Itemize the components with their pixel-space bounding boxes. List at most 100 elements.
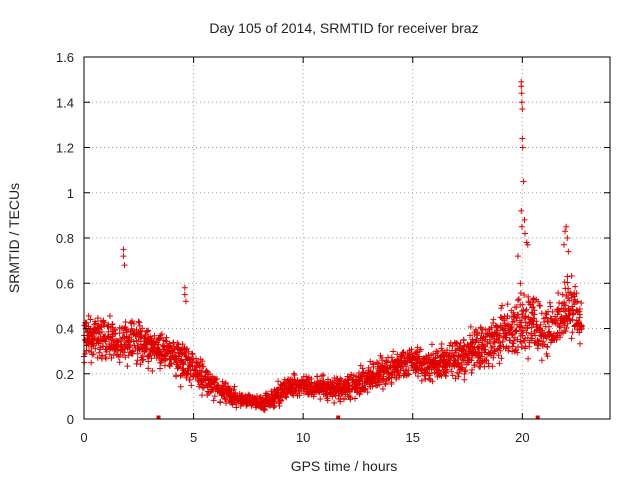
data-point [545, 323, 552, 330]
data-point [578, 300, 585, 307]
data-point [437, 371, 444, 378]
data-point [523, 306, 530, 313]
data-point [206, 381, 213, 387]
data-point [569, 316, 576, 323]
data-point [106, 351, 113, 358]
data-point [509, 318, 516, 325]
data-point [544, 344, 551, 351]
data-point [564, 279, 571, 286]
y-tick-label: 1.4 [56, 95, 74, 110]
data-point [311, 391, 318, 398]
data-point [549, 336, 556, 343]
data-point [188, 382, 195, 389]
data-point [461, 370, 468, 377]
data-point [257, 404, 264, 411]
data-point [529, 304, 536, 311]
data-point [231, 383, 238, 390]
data-point [517, 290, 524, 297]
data-point [519, 144, 526, 151]
x-tick-label: 5 [190, 430, 197, 445]
data-point [175, 364, 182, 371]
data-point [576, 311, 583, 318]
data-point [275, 378, 282, 385]
data-point [462, 367, 469, 374]
data-point [524, 334, 531, 341]
data-point [405, 371, 412, 378]
data-point [578, 322, 585, 329]
data-point [122, 319, 129, 326]
data-point [572, 283, 579, 290]
x-axis-ticks: 0 5 10 15 20 [80, 57, 530, 445]
data-point [324, 397, 331, 404]
data-point [370, 361, 377, 368]
data-point [549, 308, 556, 315]
data-point [199, 392, 206, 399]
data-point [535, 298, 542, 305]
data-point [478, 330, 485, 337]
data-point [509, 332, 516, 339]
data-point [565, 285, 572, 292]
data-point [217, 398, 224, 405]
data-point [167, 342, 174, 349]
data-point [429, 378, 436, 385]
data-point [462, 368, 469, 375]
data-point [474, 344, 481, 351]
data-points [80, 78, 585, 420]
data-point [499, 338, 506, 345]
data-point [91, 334, 98, 341]
data-point [490, 354, 497, 361]
data-point [467, 323, 474, 330]
data-point [101, 319, 108, 326]
data-point [446, 362, 453, 369]
data-point [500, 317, 507, 324]
data-point [524, 241, 531, 248]
data-point [514, 253, 521, 260]
data-point [96, 349, 103, 356]
data-point [89, 351, 96, 358]
data-point [168, 360, 175, 367]
data-point [120, 253, 127, 260]
data-point [102, 355, 109, 362]
data-point [172, 352, 179, 359]
data-point [556, 299, 563, 306]
data-point [171, 349, 178, 356]
y-tick-label: 1.2 [56, 141, 74, 156]
data-point [417, 346, 424, 353]
data-point [200, 363, 207, 370]
data-point [210, 397, 217, 404]
data-point [90, 351, 97, 358]
data-point [139, 356, 146, 363]
data-point [379, 376, 386, 383]
data-point [162, 337, 169, 344]
data-point [185, 348, 192, 355]
data-point [459, 365, 466, 372]
data-point [352, 395, 359, 402]
data-point [400, 349, 407, 356]
data-point [532, 332, 539, 339]
data-point [569, 329, 576, 336]
data-point [82, 350, 89, 357]
data-point [488, 344, 495, 351]
data-point [405, 367, 412, 374]
data-point [121, 262, 128, 269]
data-point [98, 329, 105, 336]
data-point [180, 361, 187, 368]
data-point [114, 342, 121, 349]
data-point [175, 344, 182, 351]
data-point [181, 284, 188, 291]
data-point [413, 360, 420, 367]
data-point [504, 312, 511, 319]
data-point [86, 338, 93, 345]
data-point [537, 302, 544, 309]
data-point [369, 383, 376, 390]
data-point [127, 319, 134, 326]
data-point [361, 386, 368, 393]
data-point [459, 347, 466, 354]
data-point [503, 334, 510, 341]
data-point [199, 358, 206, 365]
data-point [428, 341, 435, 348]
data-point [130, 320, 137, 327]
y-tick-label: 0.8 [56, 231, 74, 246]
data-point [223, 400, 230, 407]
